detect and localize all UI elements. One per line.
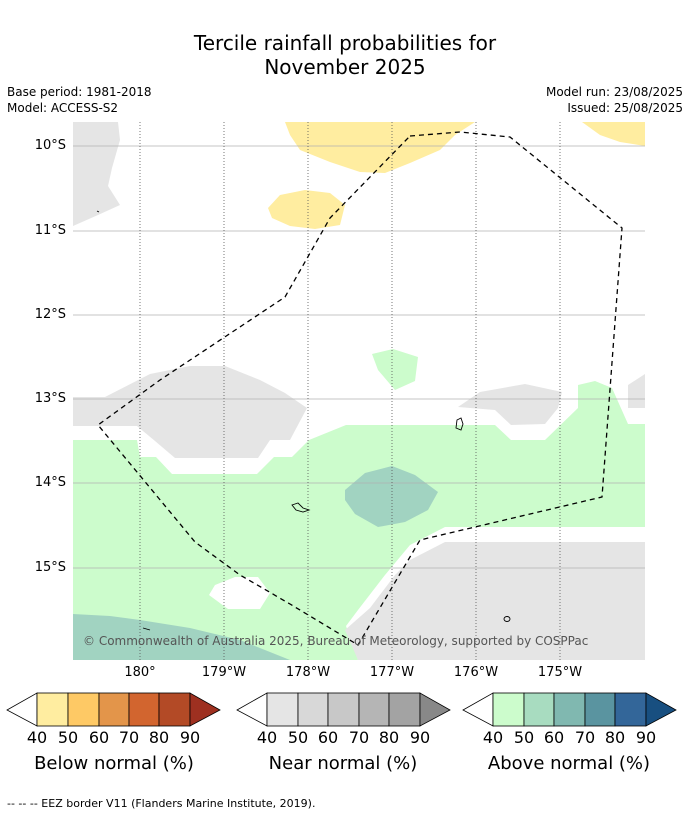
title-line-2: November 2025 bbox=[264, 55, 426, 79]
chart-title: Tercile rainfall probabilities for Novem… bbox=[0, 31, 690, 79]
lat-label-13s: 13°S bbox=[34, 391, 66, 406]
near-normal-region-east-edge bbox=[628, 374, 645, 408]
legend-above-normal bbox=[462, 692, 677, 727]
legend-below-swatch-2 bbox=[67, 692, 100, 727]
legend-tick: 60 bbox=[88, 728, 110, 747]
lon-label-176w: 176°W bbox=[453, 665, 499, 680]
legend-tick: 70 bbox=[574, 728, 596, 747]
legend-near-title: Near normal (%) bbox=[268, 753, 418, 774]
legend-tick: 50 bbox=[287, 728, 309, 747]
lat-label-15s: 15°S bbox=[34, 560, 66, 575]
lat-label-14s: 14°S bbox=[34, 475, 66, 490]
legend-below-arrow-left bbox=[6, 692, 38, 727]
legend-tick: 80 bbox=[148, 728, 170, 747]
legend-tick: 40 bbox=[256, 728, 278, 747]
legend-below-title: Below normal (%) bbox=[34, 753, 194, 774]
above-normal-high-region-southwest bbox=[73, 614, 290, 660]
legend-near-swatch-1 bbox=[266, 692, 299, 727]
legend-above-swatch-1 bbox=[492, 692, 525, 727]
lon-label-180: 180° bbox=[124, 665, 156, 680]
legend-above-swatch-4 bbox=[584, 692, 616, 727]
legend-above-title: Above normal (%) bbox=[487, 753, 651, 774]
legend-below-arrow-right bbox=[189, 692, 221, 727]
legend-tick: 90 bbox=[409, 728, 431, 747]
near-normal-region-east bbox=[458, 384, 562, 425]
near-normal-region-west bbox=[73, 366, 307, 458]
legend-below-swatch-3 bbox=[98, 692, 130, 727]
legend-tick: 40 bbox=[26, 728, 48, 747]
issue-info: Model run: 23/08/2025 Issued: 25/08/2025 bbox=[546, 84, 683, 116]
legend-above-swatch-5 bbox=[614, 692, 647, 727]
lon-label-178w: 178°W bbox=[285, 665, 331, 680]
model-info: Base period: 1981-2018 Model: ACCESS-S2 bbox=[7, 84, 152, 116]
lat-label-12s: 12°S bbox=[34, 307, 66, 322]
island-east bbox=[455, 417, 464, 431]
copyright-text: © Commonwealth of Australia 2025, Bureau… bbox=[83, 634, 588, 648]
island-south bbox=[503, 616, 511, 622]
legend-above-arrow-right bbox=[645, 692, 677, 727]
lon-label-175w: 175°W bbox=[537, 665, 583, 680]
island-southwest bbox=[142, 627, 151, 631]
legend-tick: 50 bbox=[513, 728, 535, 747]
legend-tick: 40 bbox=[482, 728, 504, 747]
legend-near-arrow-left bbox=[236, 692, 268, 727]
above-normal-small-region bbox=[372, 349, 418, 390]
legend-below-swatch-5 bbox=[158, 692, 191, 727]
below-normal-region-small bbox=[268, 190, 345, 229]
legend-tick: 90 bbox=[635, 728, 657, 747]
legend-near-ticks: 40 50 60 70 80 90 bbox=[0, 728, 460, 747]
lat-label-10s: 10°S bbox=[34, 138, 66, 153]
legend-above-swatch-2 bbox=[523, 692, 555, 727]
legend-above-swatch-3 bbox=[553, 692, 586, 727]
legend-tick: 50 bbox=[57, 728, 79, 747]
legend-below-swatch-1 bbox=[36, 692, 69, 727]
legend-above-arrow-left bbox=[462, 692, 494, 727]
model-text: Model: ACCESS-S2 bbox=[7, 101, 119, 115]
lat-label-11s: 11°S bbox=[34, 223, 66, 238]
above-normal-high-region-center bbox=[345, 466, 438, 527]
title-line-1: Tercile rainfall probabilities for bbox=[193, 31, 497, 55]
issued-text: Issued: 25/08/2025 bbox=[567, 101, 683, 115]
legend-below-normal bbox=[6, 692, 221, 727]
latitude-gridlines bbox=[73, 145, 645, 569]
near-normal-region-northwest bbox=[73, 122, 120, 226]
legend-tick: 80 bbox=[604, 728, 626, 747]
legend-tick: 90 bbox=[179, 728, 201, 747]
model-run-text: Model run: 23/08/2025 bbox=[545, 85, 683, 99]
lon-label-179w: 179°W bbox=[201, 665, 247, 680]
legend-near-swatch-4 bbox=[358, 692, 390, 727]
legend-near-arrow-right bbox=[419, 692, 451, 727]
legend-tick: 70 bbox=[118, 728, 140, 747]
map-panel: © Commonwealth of Australia 2025, Bureau… bbox=[73, 122, 645, 660]
legend-below-ticks: 40 50 60 70 80 90 bbox=[0, 728, 230, 747]
legend-tick: 60 bbox=[317, 728, 339, 747]
island-outlines bbox=[96, 210, 511, 631]
eez-border bbox=[97, 131, 623, 646]
near-normal-region-southeast bbox=[345, 542, 645, 660]
eez-footnote: -- -- -- EEZ border V11 (Flanders Marine… bbox=[7, 797, 316, 810]
below-normal-region-north bbox=[285, 122, 475, 173]
legend-near-swatch-5 bbox=[388, 692, 421, 727]
legend-tick: 60 bbox=[543, 728, 565, 747]
island-northwest bbox=[96, 210, 100, 213]
legend-near-swatch-2 bbox=[297, 692, 329, 727]
legend-above-ticks: 40 50 60 70 80 90 bbox=[0, 728, 690, 747]
legend-below-swatch-4 bbox=[128, 692, 160, 727]
island-central bbox=[291, 502, 311, 513]
legend-near-swatch-3 bbox=[327, 692, 360, 727]
base-period-text: Base period: 1981-2018 bbox=[7, 85, 152, 99]
legend-tick: 70 bbox=[348, 728, 370, 747]
legend-tick: 80 bbox=[378, 728, 400, 747]
lon-label-177w: 177°W bbox=[369, 665, 415, 680]
legend-near-normal bbox=[236, 692, 451, 727]
below-normal-region-northeast bbox=[582, 122, 645, 146]
